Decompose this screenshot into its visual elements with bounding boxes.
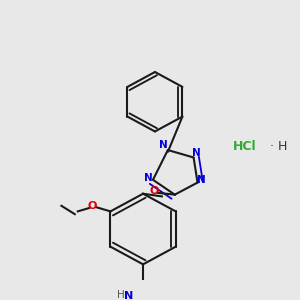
Text: H: H [118, 290, 125, 300]
Text: N: N [144, 173, 152, 183]
Text: N: N [124, 291, 134, 300]
Text: N: N [158, 140, 167, 150]
Text: O: O [150, 186, 159, 197]
Text: N: N [192, 148, 201, 158]
Text: · H: · H [266, 140, 287, 153]
Text: N: N [197, 175, 206, 185]
Text: O: O [88, 201, 97, 211]
Text: HCl: HCl [233, 140, 257, 153]
